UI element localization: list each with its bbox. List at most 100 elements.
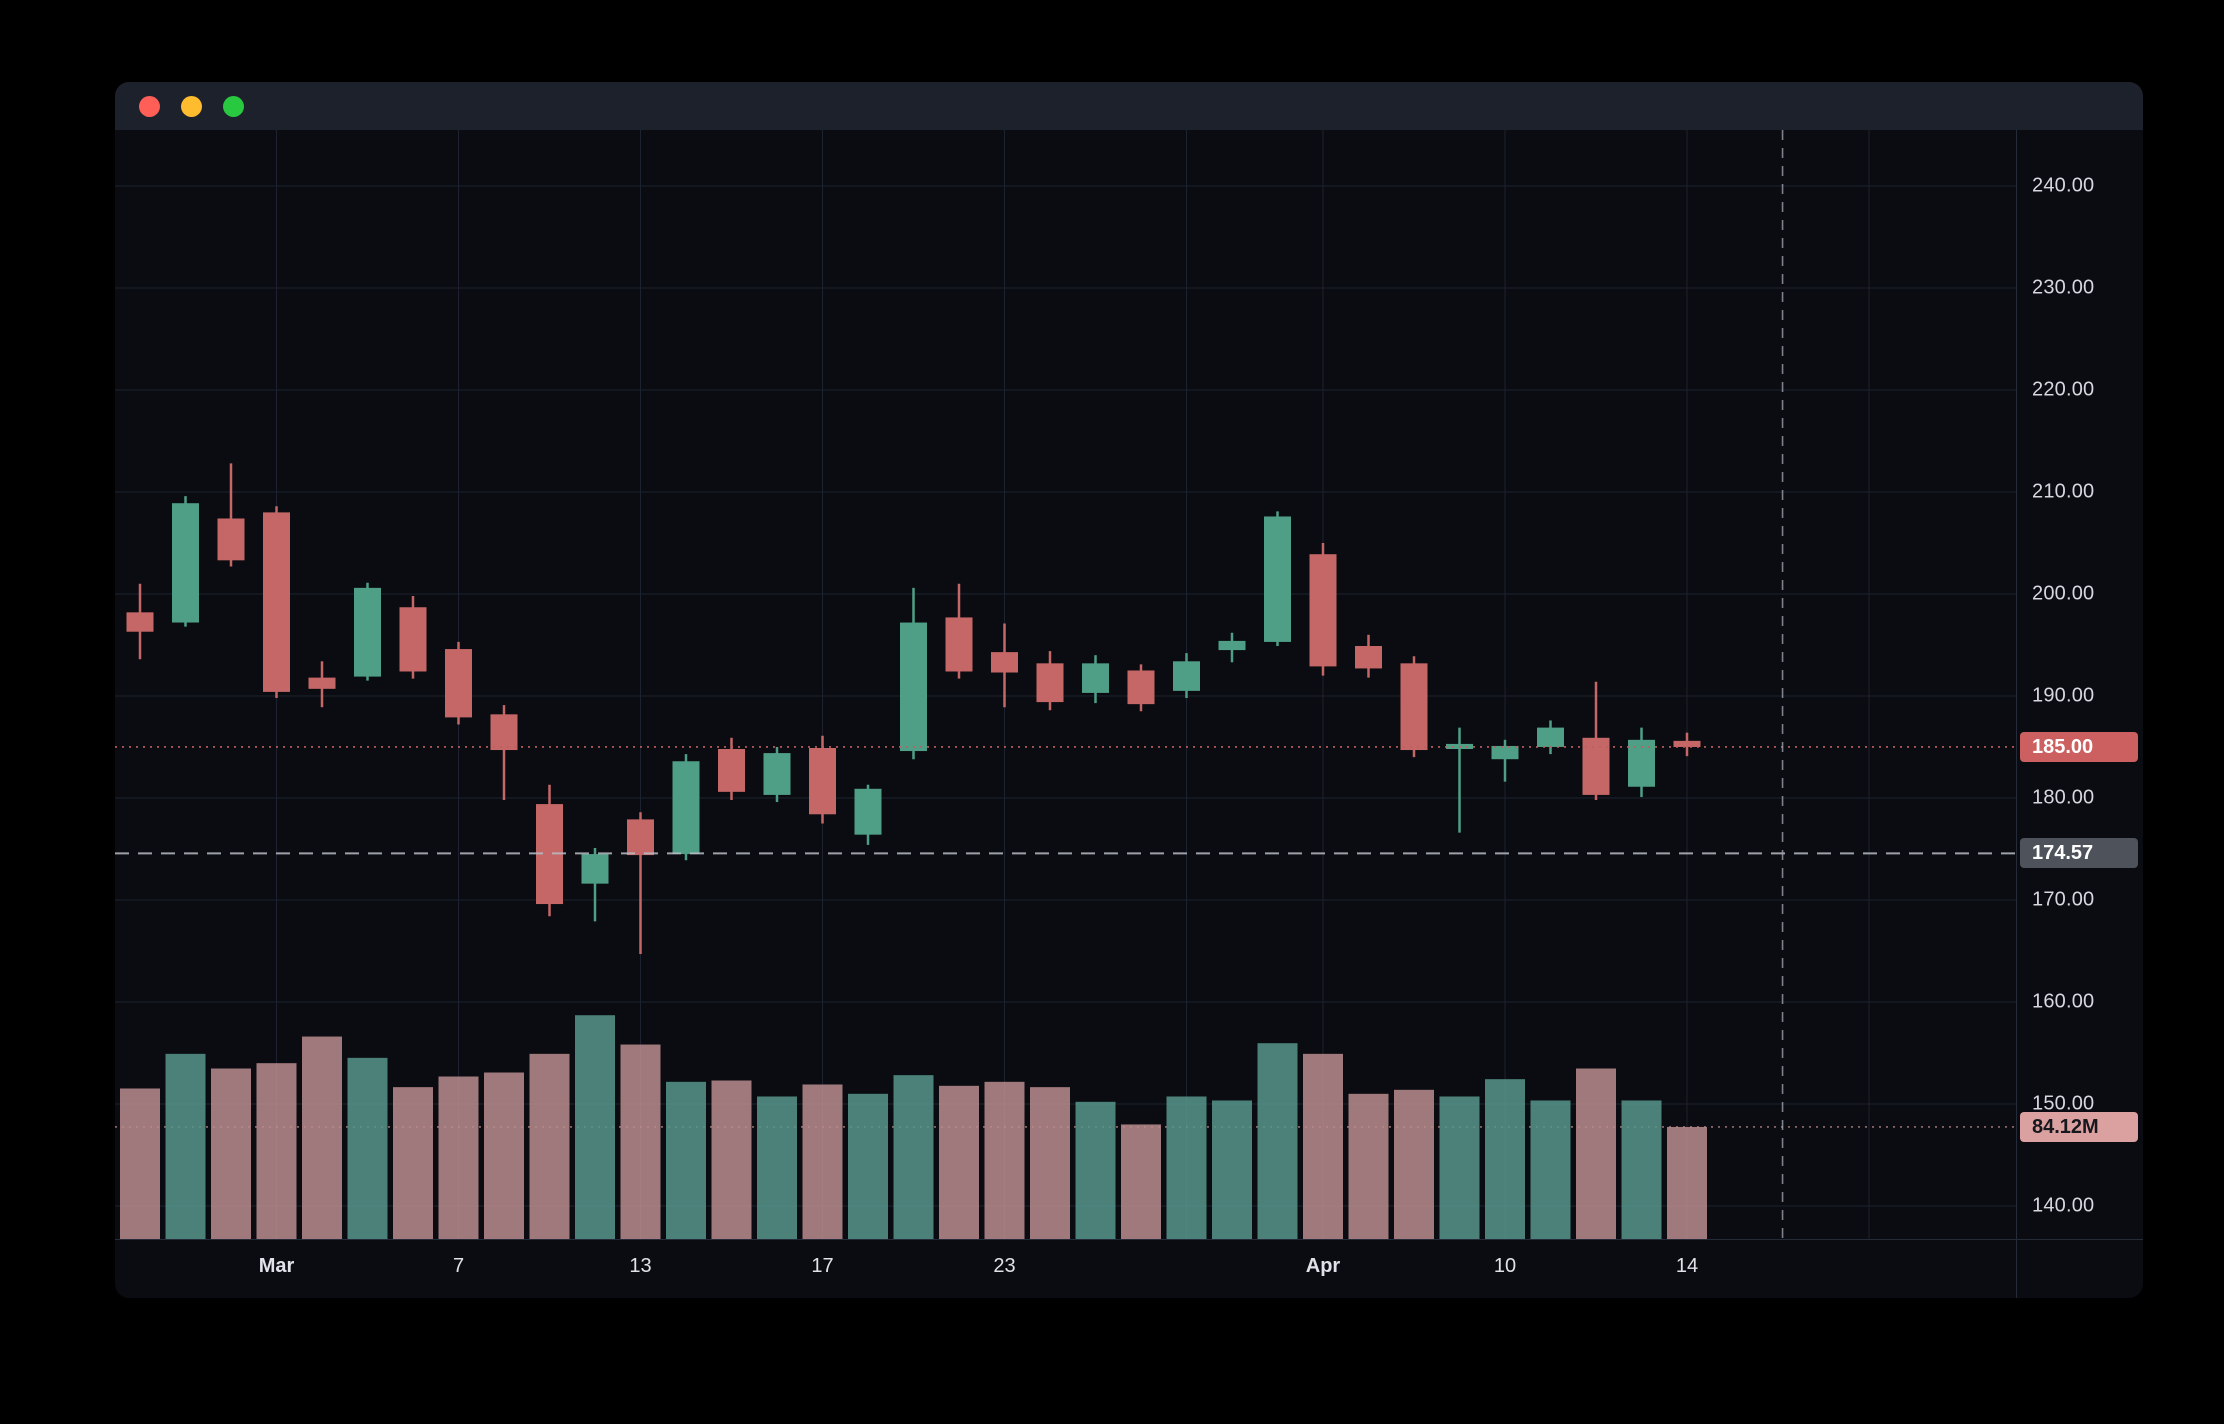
- volume-bar[interactable]: [1667, 1126, 1707, 1239]
- volume-bar[interactable]: [848, 1093, 888, 1239]
- volume-bar[interactable]: [711, 1080, 752, 1239]
- candle-body[interactable]: [172, 503, 199, 623]
- candle-body[interactable]: [1082, 663, 1109, 693]
- last-price-badge: 185.00: [2020, 731, 2138, 762]
- volume-bar[interactable]: [120, 1088, 160, 1239]
- price-axis-label: 210.00: [2032, 480, 2095, 503]
- price-axis-label: 200.00: [2032, 582, 2095, 605]
- candlestick-plot[interactable]: [115, 130, 2016, 1239]
- volume-bar[interactable]: [211, 1068, 251, 1239]
- volume-value-badge: 84.12M: [2020, 1111, 2138, 1142]
- price-axis-label: 140.00: [2032, 1194, 2095, 1217]
- candle-body[interactable]: [991, 652, 1018, 673]
- candle-body[interactable]: [308, 677, 336, 689]
- candle-body[interactable]: [627, 819, 654, 856]
- time-axis-label: 14: [1675, 1255, 1699, 1277]
- price-axis-label: 230.00: [2032, 276, 2095, 299]
- time-axis-label: Mar: [258, 1255, 295, 1277]
- time-axis-label: 10: [1493, 1255, 1517, 1277]
- candle-body[interactable]: [1537, 727, 1564, 747]
- candle-body[interactable]: [809, 747, 836, 815]
- volume-bar[interactable]: [347, 1057, 388, 1239]
- price-axis-label: 190.00: [2032, 684, 2095, 707]
- candle-body[interactable]: [1173, 661, 1200, 691]
- minimize-button[interactable]: [181, 95, 202, 117]
- time-axis[interactable]: Mar 7 13 17 23 Apr 10 14: [115, 1239, 2143, 1298]
- candle-body[interactable]: [1264, 516, 1291, 642]
- volume-bar[interactable]: [256, 1063, 297, 1239]
- volume-bar[interactable]: [620, 1044, 661, 1239]
- candle-body[interactable]: [1355, 645, 1382, 669]
- chart-window: Mar 7 13 17 23 Apr 10 14 240.00 230.00 220.00 210.…: [115, 82, 2143, 1298]
- volume-bar[interactable]: [1439, 1096, 1480, 1239]
- volume-bar[interactable]: [1121, 1124, 1161, 1239]
- candle-body[interactable]: [1491, 745, 1519, 760]
- volume-bar[interactable]: [393, 1087, 433, 1239]
- volume-bar[interactable]: [1166, 1096, 1207, 1239]
- volume-bar[interactable]: [1621, 1100, 1662, 1239]
- gridlines: [115, 130, 2016, 1239]
- candle-body[interactable]: [126, 612, 154, 632]
- candle-body[interactable]: [763, 753, 791, 795]
- candle-body[interactable]: [1400, 663, 1428, 751]
- volume-bar[interactable]: [484, 1072, 524, 1240]
- candle-body[interactable]: [718, 749, 745, 792]
- volume-bar[interactable]: [165, 1053, 206, 1239]
- volume-bar[interactable]: [1530, 1100, 1571, 1239]
- volume-bar[interactable]: [1075, 1101, 1116, 1239]
- candle-body[interactable]: [672, 761, 700, 855]
- candle-body[interactable]: [581, 854, 609, 884]
- price-axis-label: 220.00: [2032, 378, 2095, 401]
- volume-series: [120, 1015, 1707, 1239]
- time-axis-label: 7: [452, 1255, 465, 1277]
- price-axis-label: 170.00: [2032, 888, 2095, 911]
- time-axis-label: Apr: [1305, 1255, 1341, 1277]
- candle-body[interactable]: [354, 587, 381, 677]
- volume-bar[interactable]: [1485, 1079, 1525, 1239]
- volume-bar[interactable]: [529, 1053, 570, 1239]
- candle-series: [126, 463, 1701, 955]
- volume-bar[interactable]: [1394, 1089, 1434, 1239]
- chart-pane[interactable]: Mar 7 13 17 23 Apr 10 14 240.00 230.00 220.00 210.…: [115, 130, 2143, 1298]
- candle-body[interactable]: [217, 518, 245, 561]
- alert-price-badge[interactable]: 174.57: [2020, 838, 2138, 869]
- volume-bar[interactable]: [757, 1096, 797, 1239]
- volume-bar[interactable]: [1576, 1068, 1616, 1239]
- candle-body[interactable]: [854, 788, 882, 835]
- volume-bar[interactable]: [1030, 1087, 1070, 1239]
- volume-bar[interactable]: [1212, 1100, 1252, 1239]
- candle-body[interactable]: [445, 649, 472, 718]
- price-axis-label: 160.00: [2032, 990, 2095, 1013]
- time-axis-label: 13: [629, 1255, 652, 1277]
- time-axis-label: 23: [993, 1255, 1016, 1277]
- volume-bar[interactable]: [575, 1015, 615, 1239]
- price-axis-label: 240.00: [2032, 174, 2095, 197]
- close-button[interactable]: [139, 95, 160, 117]
- candle-body[interactable]: [399, 607, 427, 672]
- zoom-button[interactable]: [223, 95, 244, 117]
- price-axis-label: 150.00: [2032, 1092, 2095, 1115]
- volume-bar[interactable]: [302, 1036, 342, 1239]
- candle-body[interactable]: [490, 714, 518, 751]
- volume-bar[interactable]: [802, 1084, 843, 1239]
- volume-bar[interactable]: [984, 1081, 1025, 1239]
- volume-bar[interactable]: [666, 1081, 706, 1239]
- candle-body[interactable]: [263, 512, 290, 692]
- candle-body[interactable]: [900, 622, 927, 752]
- volume-bar[interactable]: [438, 1076, 479, 1239]
- volume-bar[interactable]: [1257, 1043, 1298, 1239]
- candle-body[interactable]: [1673, 740, 1701, 747]
- volume-bar[interactable]: [939, 1085, 979, 1239]
- volume-bar[interactable]: [1348, 1093, 1389, 1239]
- window-titlebar[interactable]: [115, 82, 2143, 130]
- candle-body[interactable]: [1127, 670, 1155, 705]
- price-axis[interactable]: 240.00 230.00 220.00 210.00 200.00 190.00 180.…: [2016, 130, 2143, 1298]
- time-axis-label: 17: [811, 1255, 834, 1277]
- price-axis-label: 180.00: [2032, 786, 2095, 809]
- candle-body[interactable]: [1309, 554, 1337, 667]
- candle-body[interactable]: [1036, 663, 1064, 703]
- volume-bar[interactable]: [1303, 1053, 1343, 1239]
- candle-body[interactable]: [945, 617, 973, 672]
- volume-bar[interactable]: [893, 1075, 934, 1239]
- candle-body[interactable]: [1218, 640, 1246, 651]
